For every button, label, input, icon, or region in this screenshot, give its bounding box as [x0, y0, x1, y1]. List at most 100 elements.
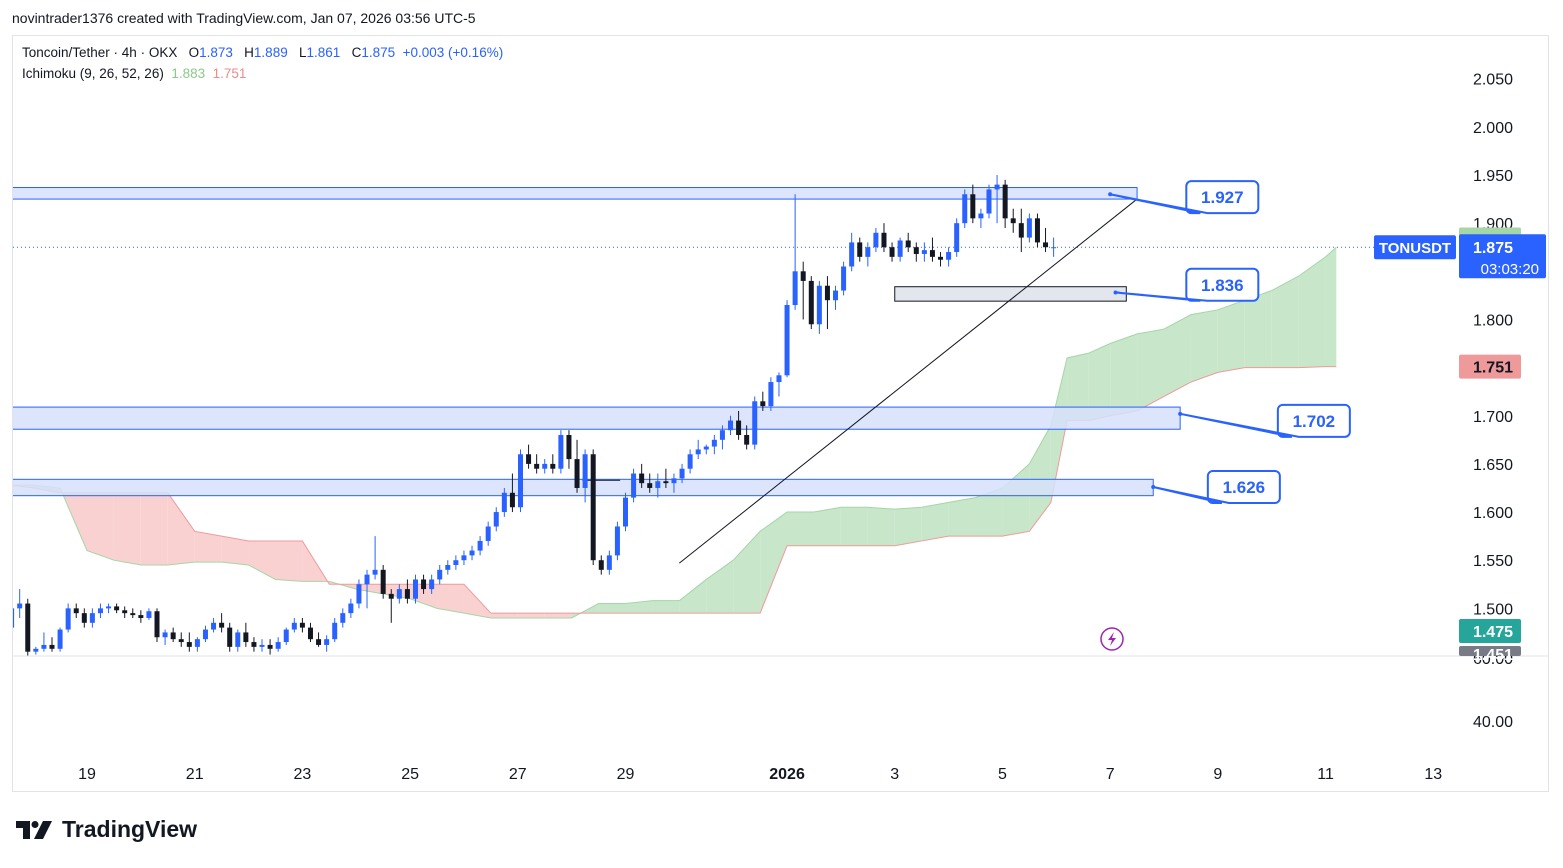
candle-body — [17, 603, 23, 609]
candle-body — [324, 639, 330, 645]
candle-body — [509, 492, 515, 508]
callout-anchor-dot — [1113, 290, 1118, 295]
ichimoku-cloud-segment — [0, 485, 12, 488]
candle-body — [388, 593, 394, 599]
candle-body — [938, 256, 944, 260]
candle-body — [332, 622, 338, 640]
y-axis-tick-label: 1.800 — [1473, 312, 1513, 329]
candle-body — [865, 247, 871, 257]
candle-body — [881, 232, 887, 248]
callout-bubble — [1115, 267, 1260, 302]
tradingview-logo[interactable]: TradingView — [16, 816, 197, 843]
candle-body — [429, 579, 435, 590]
candle-body — [307, 627, 313, 640]
indicator-legend: Ichimoku (9, 26, 52, 26) 1.883 1.751 — [22, 66, 246, 81]
legend-high-value: 1.889 — [253, 45, 288, 60]
candle-body — [340, 613, 346, 623]
ichimoku-cloud-segment — [1002, 463, 1030, 537]
ichimoku-cloud-segment — [463, 584, 491, 618]
zone-rectangle — [13, 187, 1138, 200]
x-axis-tick-label: 25 — [401, 766, 419, 783]
candle-body — [768, 382, 774, 407]
price-callout: 1.836 — [1113, 267, 1260, 302]
candle-body — [889, 247, 895, 257]
ichimoku-cloud-segment — [813, 507, 841, 546]
candle-body — [275, 642, 281, 649]
candle-body — [453, 560, 459, 566]
candle-body — [800, 271, 806, 281]
price-badge-background — [1459, 646, 1521, 656]
candle-body — [590, 454, 596, 561]
candle-body — [291, 622, 297, 630]
candle-body — [485, 526, 491, 541]
callout-anchor-dot — [1151, 485, 1156, 490]
ichimoku-cloud-segment — [787, 512, 814, 546]
candle-body — [404, 589, 410, 599]
price-badge-background — [1459, 619, 1521, 643]
y-axis-tick-label: 2.000 — [1473, 120, 1513, 137]
candle-body — [501, 492, 507, 513]
legend-indicator-name: Ichimoku (9, 26, 52, 26) — [22, 66, 164, 81]
candle-body — [574, 459, 580, 488]
ichimoku-cloud-segment — [840, 507, 868, 546]
legend-close-value: 1.875 — [361, 45, 396, 60]
y-axis-tick-label: 1.950 — [1473, 168, 1513, 185]
price-callout: 1.927 — [1108, 180, 1260, 215]
candle-body — [445, 565, 451, 570]
candle-body — [372, 569, 378, 575]
x-axis-tick-label: 27 — [509, 766, 527, 783]
candle-body — [178, 639, 184, 643]
x-axis-tick-label: 9 — [1213, 766, 1222, 783]
callout-anchor-dot — [1178, 411, 1183, 416]
candle-body — [631, 473, 637, 498]
legend-low-value: 1.861 — [306, 45, 341, 60]
candle-body — [227, 627, 233, 647]
y-axis-tick-label: 1.550 — [1473, 553, 1513, 570]
candle-body — [558, 435, 564, 469]
symbol-legend: Toncoin/Tether · 4h · OKX O1.873 H1.889 … — [22, 45, 503, 60]
candle-body — [283, 629, 289, 643]
candle-body — [356, 584, 362, 604]
candle-body — [1010, 218, 1016, 224]
ichimoku-cloud-segment — [894, 507, 922, 546]
candle-body — [986, 189, 992, 214]
candle-body — [526, 454, 532, 464]
candle-body — [243, 632, 249, 643]
x-axis-tick-label: 29 — [617, 766, 635, 783]
ichimoku-cloud-segment — [356, 584, 384, 594]
price-axis-badge: 1.475 — [1459, 619, 1521, 643]
candle-body — [808, 280, 814, 325]
candle-body — [679, 468, 685, 479]
candle-body — [841, 266, 847, 291]
last-price-badge: 1.875 03:03:20 — [1459, 234, 1546, 279]
candle-body — [122, 610, 128, 614]
chart-frame — [12, 35, 1549, 792]
candle-body — [542, 463, 548, 469]
ichimoku-cloud-segment — [275, 540, 303, 582]
candle-body — [461, 555, 467, 561]
candle-body — [412, 579, 418, 599]
y-axis-tick-label: 1.700 — [1473, 409, 1513, 426]
candle-body — [1043, 242, 1049, 248]
callout-bubble — [1179, 403, 1351, 438]
x-axis-tick-label: 2026 — [769, 766, 805, 783]
candle-body — [954, 223, 960, 253]
candle-body — [639, 473, 645, 484]
candle-body — [1034, 218, 1040, 243]
price-badge-label: 1.451 — [1473, 647, 1513, 664]
candle-body — [33, 648, 39, 652]
callout-label: 1.927 — [1201, 188, 1244, 207]
candle-body — [493, 512, 499, 527]
candle-body — [81, 613, 87, 623]
ichimoku-cloud-segment — [760, 512, 788, 614]
last-price-badge-background — [1459, 234, 1546, 279]
candle-body — [259, 644, 265, 647]
legend-open-label: O — [188, 45, 200, 60]
candle-body — [703, 446, 709, 450]
ichimoku-cloud-segment — [1029, 425, 1051, 532]
candle-body — [299, 622, 305, 628]
candle-body — [873, 232, 879, 248]
ichimoku-cloud-segment — [140, 492, 168, 566]
ichimoku-cloud-segment — [113, 492, 141, 566]
